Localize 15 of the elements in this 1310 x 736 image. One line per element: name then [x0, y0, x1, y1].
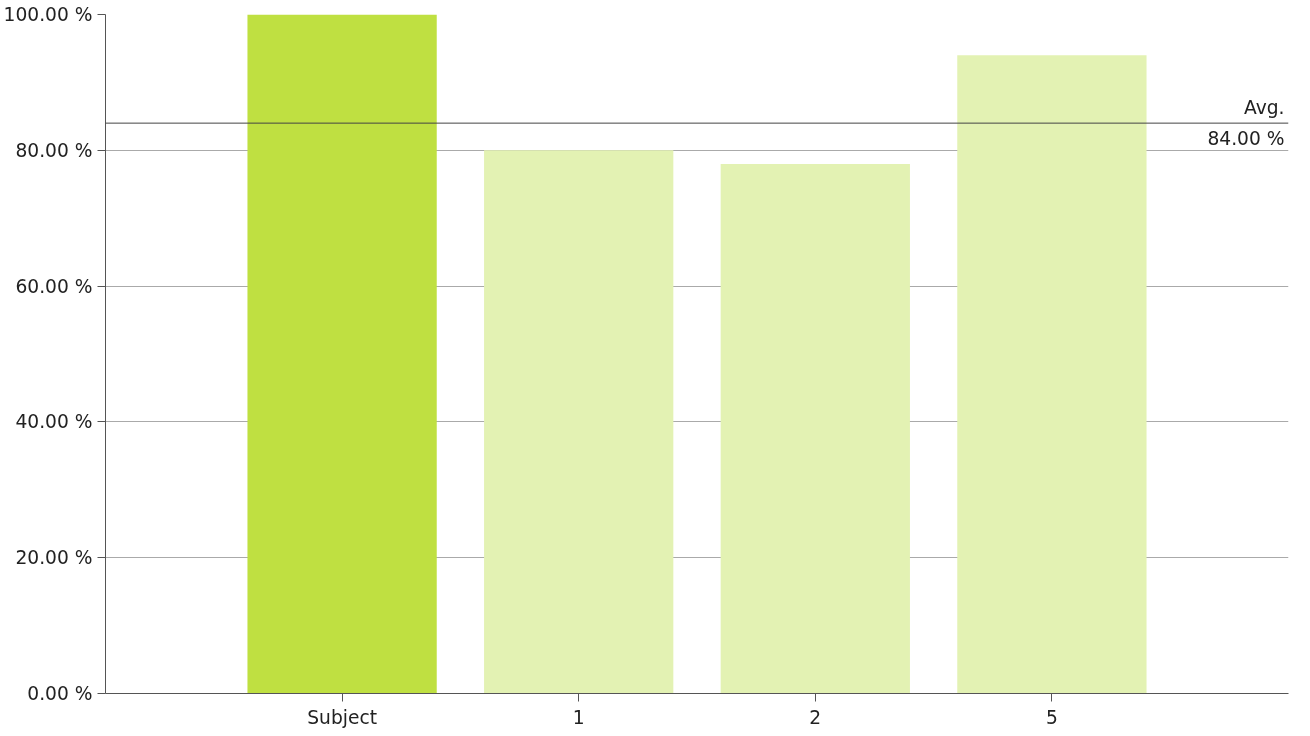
x-tick-label: 1: [572, 706, 585, 728]
ref-line-label: Avg. 84.00 %: [1207, 96, 1285, 150]
x-tick-label: Subject: [307, 706, 377, 728]
y-tick-label: 60.00 %: [15, 275, 93, 297]
bar: [720, 163, 910, 694]
y-tick-label: 0.00 %: [27, 683, 93, 704]
y-tick-label: 40.00 %: [15, 411, 93, 433]
y-tick-label: 100.00 %: [3, 4, 93, 25]
bar: [247, 14, 437, 694]
bar: [484, 150, 674, 694]
y-tick-label: 20.00 %: [15, 547, 93, 569]
bar: [957, 55, 1147, 694]
y-tick-label: 80.00 %: [15, 139, 93, 161]
x-tick-label: 5: [1045, 706, 1058, 728]
x-tick-label: 2: [809, 706, 822, 728]
